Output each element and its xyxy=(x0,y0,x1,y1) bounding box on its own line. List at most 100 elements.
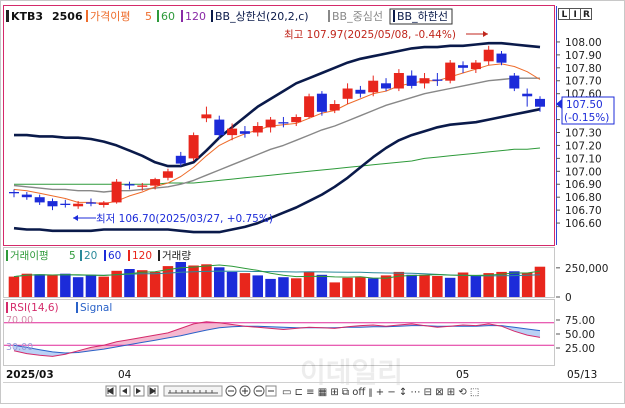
last-button[interactable] xyxy=(147,385,159,397)
legend-bb-upper: BB_상한선(20,2,c) xyxy=(215,10,309,23)
volume-ma5-line xyxy=(13,264,541,279)
candle-body xyxy=(86,202,96,204)
candle-body xyxy=(278,122,289,124)
price-tick-label: 106.80 xyxy=(565,192,602,204)
volume-legend-p20: 20 xyxy=(84,250,97,262)
current-price-tag: 107.50 (-0.15%) xyxy=(556,96,615,125)
candle-body xyxy=(239,131,250,134)
side-button-l[interactable]: L xyxy=(558,8,570,21)
price-tick-label: 107.00 xyxy=(565,166,602,178)
svg-text:▭ ⊏ ≡ ▦ ⊞ ⧉ off ⫴ + − ↕ ⋯ ⊟ ⊠: ▭ ⊏ ≡ ▦ ⊞ ⧉ off ⫴ + − ↕ ⋯ ⊟ ⊠ ⊞ ⟲ ⬚ xyxy=(282,387,479,398)
volume-bar xyxy=(239,273,251,297)
candle-body xyxy=(175,155,186,164)
side-button-r[interactable]: R xyxy=(580,8,592,21)
candle-body xyxy=(34,197,45,203)
volume-bar xyxy=(98,276,109,297)
candle-body xyxy=(470,62,481,70)
volume-bar xyxy=(419,274,430,297)
volume-bar xyxy=(457,272,469,297)
bb-mid-line xyxy=(13,77,540,193)
rsi-upper-label: 70.00 xyxy=(6,315,33,326)
volume-bar xyxy=(432,276,443,297)
volume-legend-marker xyxy=(6,250,8,261)
candle-body xyxy=(496,53,507,63)
volume-bar xyxy=(291,278,302,297)
x-axis: 2025/03 04 05 05/13 xyxy=(6,369,597,381)
current-price-pointer xyxy=(556,99,562,109)
candle-body xyxy=(60,203,71,205)
rsi-line xyxy=(13,321,541,357)
candle-body xyxy=(124,184,135,186)
volume-bar xyxy=(149,271,161,297)
next-button[interactable] xyxy=(133,385,145,397)
price-tick-label: 107.80 xyxy=(565,63,602,75)
x-label-04: 04 xyxy=(118,369,132,381)
reset-icon[interactable] xyxy=(253,385,265,397)
zoom-out-icon[interactable] xyxy=(225,385,237,397)
volume-bar xyxy=(60,273,71,297)
candle-body xyxy=(381,83,391,89)
rsi-legend-signal-marker xyxy=(76,302,78,313)
legend-bb-mid-marker xyxy=(328,10,330,22)
candle-body xyxy=(316,93,327,112)
first-button[interactable] xyxy=(105,385,117,397)
side-button-i[interactable]: I xyxy=(569,8,581,21)
candle-body xyxy=(329,104,340,111)
low-annotation-arrowhead xyxy=(73,215,78,221)
zoom-in-icon[interactable] xyxy=(239,385,251,397)
legend-bb-lower-marker xyxy=(393,10,395,22)
volume-legend-p5: 5 xyxy=(69,250,76,262)
main-legend: KTB3 2506 가격이평 5 60 120 BB_상한선(20,2,c) B… xyxy=(6,8,453,25)
rsi-legend-marker xyxy=(6,302,8,313)
legend-symbol-marker xyxy=(6,10,9,22)
legend-ma60-period: 60 xyxy=(161,10,175,23)
volume-bar xyxy=(368,278,379,297)
candle-body xyxy=(265,119,276,128)
price-tick-label: 107.30 xyxy=(565,128,602,140)
volume-bar xyxy=(214,267,225,298)
volume-bar xyxy=(162,266,174,297)
volume-legend: 거래이평 5 20 60 120 거래량 xyxy=(6,250,191,262)
volume-bar xyxy=(175,262,186,297)
svg-text:I: I xyxy=(574,10,577,20)
svg-text:L: L xyxy=(562,10,568,20)
candle-body xyxy=(458,65,468,68)
scroll-slider[interactable] xyxy=(163,385,223,397)
toolbar-tools[interactable]: ▭ ⊏ ≡ ▦ ⊞ ⧉ off ⫴ + − ↕ ⋯ ⊟ ⊠ ⊞ ⟲ ⬚ xyxy=(282,387,479,398)
candle-body xyxy=(214,119,225,136)
volume-bar xyxy=(47,275,58,297)
candle-body xyxy=(368,80,379,93)
rsi-lower-label: 30.00 xyxy=(6,342,33,353)
rsi-panel-frame xyxy=(3,299,555,366)
volume-bar xyxy=(521,272,533,297)
legend-ma120-marker xyxy=(181,10,183,22)
volume-legend-label: 거래이평 xyxy=(10,250,49,262)
legend-ma-label: 가격이평 xyxy=(90,10,130,23)
candle-body xyxy=(111,181,122,203)
legend-ma120-period: 120 xyxy=(185,10,206,23)
candle-body xyxy=(188,135,199,159)
candle-body xyxy=(419,78,430,84)
candle-body xyxy=(522,93,533,97)
price-tick-label: 106.60 xyxy=(565,218,602,230)
main-price-plot xyxy=(9,41,545,234)
fit-icon[interactable] xyxy=(265,385,277,397)
ma60-line xyxy=(14,147,541,185)
svg-text:R: R xyxy=(583,10,590,20)
volume-bar xyxy=(8,276,20,297)
rsi-plot xyxy=(4,321,554,357)
legend-bb-lower: BB_하한선 xyxy=(397,9,448,23)
rsi-below-signal-fill xyxy=(14,325,540,357)
candle-body xyxy=(9,192,19,194)
annotations: 최고 107.97(2025/05/08, -0.44%) 최저 106.70(… xyxy=(73,29,488,225)
legend-symbol: KTB3 xyxy=(11,10,43,23)
x-label-05: 05 xyxy=(456,369,469,381)
volume-bar xyxy=(496,271,507,297)
volume-bar xyxy=(137,270,148,297)
volume-legend-volume: 거래량 xyxy=(162,250,191,262)
candle-body xyxy=(432,79,443,81)
rsi-tick-label: 25.00 xyxy=(565,343,595,355)
prev-button[interactable] xyxy=(119,385,131,397)
volume-bar xyxy=(124,269,135,297)
current-price-change: (-0.15%) xyxy=(564,112,609,124)
